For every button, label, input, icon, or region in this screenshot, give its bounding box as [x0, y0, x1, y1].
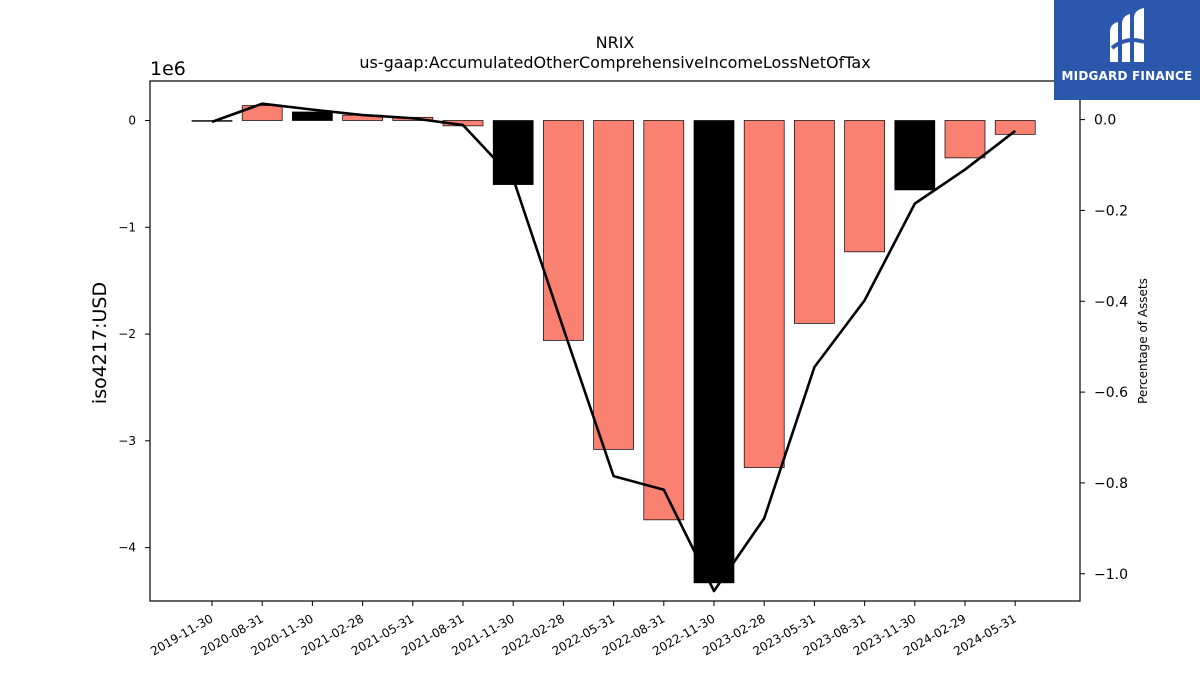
chart-subtitle: us-gaap:AccumulatedOtherComprehensiveInc…	[359, 53, 870, 72]
midgard-finance-logo: MIDGARD FINANCE	[1054, 0, 1200, 100]
y2-tick-label: −1.0	[1094, 567, 1128, 583]
bar-2022-11-30	[693, 120, 735, 584]
bar-2023-02-28	[743, 120, 785, 468]
y-axis-label: iso4217:USD	[89, 282, 111, 404]
bar-2024-05-31	[994, 120, 1036, 135]
bar-2024-02-29	[944, 120, 986, 159]
bar-2022-08-31	[643, 120, 685, 521]
y2-tick-label: −0.8	[1094, 476, 1128, 492]
bar-2022-05-31	[593, 120, 634, 450]
y2-axis-label: Percentage of Assets	[1136, 278, 1150, 404]
y-axis-multiplier: 1e6	[150, 58, 186, 80]
bar-2022-02-28	[543, 120, 584, 341]
bar-2023-11-30	[894, 120, 936, 191]
y-tick-label: −2	[118, 327, 136, 341]
y-tick-label: 0	[128, 114, 136, 128]
bar-2023-05-31	[794, 120, 835, 324]
logo-text: MIDGARD FINANCE	[1061, 69, 1193, 83]
percentage-of-assets-line	[211, 102, 1016, 593]
bar-2023-08-31	[844, 120, 885, 253]
y-tick-label: −1	[118, 220, 136, 234]
chart-title: NRIX	[596, 33, 635, 52]
y2-tick-label: −0.2	[1094, 203, 1128, 219]
midgard-logo-icon	[1110, 8, 1145, 62]
bar-2021-11-30	[492, 120, 534, 185]
y2-tick-label: −0.4	[1094, 294, 1128, 310]
y-tick-label: −3	[118, 434, 136, 448]
bar-2020-11-30	[292, 111, 333, 121]
plot-frame	[149, 80, 1081, 602]
y2-tick-label: −0.6	[1094, 385, 1128, 401]
y2-tick-label: 0.0	[1094, 113, 1116, 129]
y-tick-label: −4	[118, 541, 136, 555]
bar-2020-08-31	[241, 105, 283, 121]
